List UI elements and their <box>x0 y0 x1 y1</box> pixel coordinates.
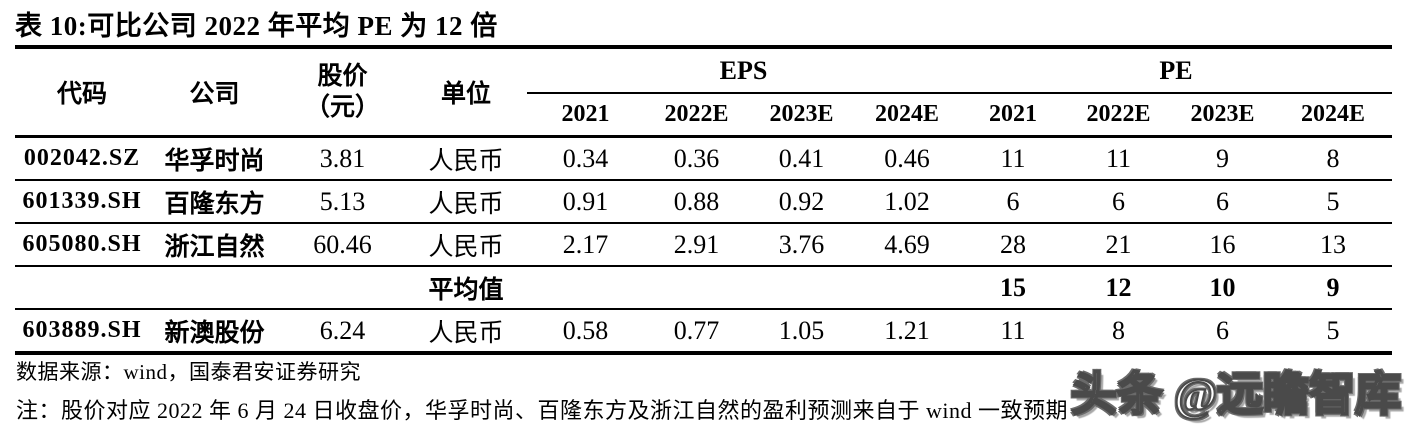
eps-2023e-cell: 0.92 <box>749 180 854 224</box>
unit-cell: 人民币 <box>405 309 527 355</box>
unit-cell: 人民币 <box>405 223 527 267</box>
pe-2021-cell: 11 <box>960 136 1066 181</box>
company-cell: 华孚时尚 <box>149 136 280 181</box>
avg-pe-2022e-cell: 12 <box>1066 266 1171 310</box>
empty-cell <box>280 266 405 310</box>
table-row: 605080.SH 浙江自然 60.46 人民币 2.17 2.91 3.76 … <box>15 223 1393 267</box>
col-header-pe-2024e: 2024E <box>1274 93 1393 138</box>
empty-cell <box>644 266 749 310</box>
col-header-pe-2023e: 2023E <box>1171 93 1274 138</box>
col-header-pe-2022e: 2022E <box>1066 93 1171 138</box>
avg-pe-2024e-cell: 9 <box>1274 266 1393 310</box>
pe-2024e-cell: 8 <box>1274 136 1393 181</box>
eps-2021-cell: 0.58 <box>527 309 644 355</box>
empty-cell <box>15 266 149 310</box>
eps-2022e-cell: 2.91 <box>644 223 749 267</box>
code-cell: 002042.SZ <box>15 136 149 181</box>
col-header-eps-2021: 2021 <box>527 93 644 138</box>
watermark-toutiao: 头条 @远瞻智库 <box>1070 368 1402 421</box>
table-row: 601339.SH 百隆东方 5.13 人民币 0.91 0.88 0.92 1… <box>15 180 1393 224</box>
eps-2021-cell: 0.91 <box>527 180 644 224</box>
eps-2023e-cell: 1.05 <box>749 309 854 355</box>
table-title: 表 10:可比公司 2022 年平均 PE 为 12 倍 <box>15 11 498 41</box>
company-cell: 新澳股份 <box>149 309 280 355</box>
company-cell: 浙江自然 <box>149 223 280 267</box>
pe-table: 代码 公司 股价 （元） 单位 EPS PE 2021 2022E 2023E … <box>15 45 1393 355</box>
avg-pe-2021-cell: 15 <box>960 266 1066 310</box>
data-source-line: 数据来源：wind，国泰君安证券研究 <box>16 360 361 384</box>
col-header-price-line2: （元） <box>304 94 380 121</box>
unit-cell: 人民币 <box>405 136 527 181</box>
eps-2024e-cell: 1.21 <box>854 309 960 355</box>
code-cell: 603889.SH <box>15 309 149 355</box>
col-header-price: 股价 （元） <box>280 47 405 138</box>
col-header-eps-2024e: 2024E <box>854 93 960 138</box>
avg-pe-2023e-cell: 10 <box>1171 266 1274 310</box>
pe-2022e-cell: 8 <box>1066 309 1171 355</box>
average-row: 平均值 15 12 10 9 <box>15 266 1393 310</box>
pe-2024e-cell: 5 <box>1274 309 1393 355</box>
average-label-cell: 平均值 <box>405 266 527 310</box>
eps-2022e-cell: 0.88 <box>644 180 749 224</box>
pe-2021-cell: 28 <box>960 223 1066 267</box>
pe-2022e-cell: 11 <box>1066 136 1171 181</box>
price-cell: 5.13 <box>280 180 405 224</box>
header-year-row: 2021 2022E 2023E 2024E 2021 2022E 2023E … <box>15 93 1393 138</box>
eps-2023e-cell: 0.41 <box>749 136 854 181</box>
header-group-row: 代码 公司 股价 （元） 单位 EPS PE <box>15 47 1393 138</box>
company-cell: 百隆东方 <box>149 180 280 224</box>
empty-cell <box>527 266 644 310</box>
eps-2022e-cell: 0.36 <box>644 136 749 181</box>
code-cell: 605080.SH <box>15 223 149 267</box>
pe-2021-cell: 11 <box>960 309 1066 355</box>
eps-2022e-cell: 0.77 <box>644 309 749 355</box>
unit-cell: 人民币 <box>405 180 527 224</box>
col-header-eps-2023e: 2023E <box>749 93 854 138</box>
col-header-unit: 单位 <box>405 47 527 138</box>
pe-2022e-cell: 21 <box>1066 223 1171 267</box>
pe-2024e-cell: 5 <box>1274 180 1393 224</box>
pe-2023e-cell: 6 <box>1171 309 1274 355</box>
eps-2021-cell: 2.17 <box>527 223 644 267</box>
col-group-pe: PE <box>960 47 1393 94</box>
eps-2021-cell: 0.34 <box>527 136 644 181</box>
col-header-eps-2022e: 2022E <box>644 93 749 138</box>
col-header-price-line1: 股价 <box>317 62 368 90</box>
pe-2023e-cell: 16 <box>1171 223 1274 267</box>
pe-2021-cell: 6 <box>960 180 1066 224</box>
empty-cell <box>149 266 280 310</box>
empty-cell <box>749 266 854 310</box>
price-cell: 6.24 <box>280 309 405 355</box>
comparable-companies-table: 代码 公司 股价 （元） 单位 EPS PE 2021 2022E 2023E … <box>15 45 1393 355</box>
pe-2022e-cell: 6 <box>1066 180 1171 224</box>
table-row: 603889.SH 新澳股份 6.24 人民币 0.58 0.77 1.05 1… <box>15 309 1393 355</box>
pe-2024e-cell: 13 <box>1274 223 1393 267</box>
footnote-line: 注：股价对应 2022 年 6 月 24 日收盘价，华孚时尚、百隆东方及浙江自然… <box>16 398 1069 423</box>
col-header-company: 公司 <box>149 47 280 138</box>
col-header-code: 代码 <box>15 47 149 138</box>
pe-2023e-cell: 9 <box>1171 136 1274 181</box>
price-cell: 60.46 <box>280 223 405 267</box>
pe-2023e-cell: 6 <box>1171 180 1274 224</box>
eps-2024e-cell: 0.46 <box>854 136 960 181</box>
empty-cell <box>854 266 960 310</box>
eps-2024e-cell: 1.02 <box>854 180 960 224</box>
table-row: 002042.SZ 华孚时尚 3.81 人民币 0.34 0.36 0.41 0… <box>15 136 1393 181</box>
eps-2024e-cell: 4.69 <box>854 223 960 267</box>
col-header-pe-2021: 2021 <box>960 93 1066 138</box>
price-cell: 3.81 <box>280 136 405 181</box>
eps-2023e-cell: 3.76 <box>749 223 854 267</box>
code-cell: 601339.SH <box>15 180 149 224</box>
col-group-eps: EPS <box>527 47 960 94</box>
